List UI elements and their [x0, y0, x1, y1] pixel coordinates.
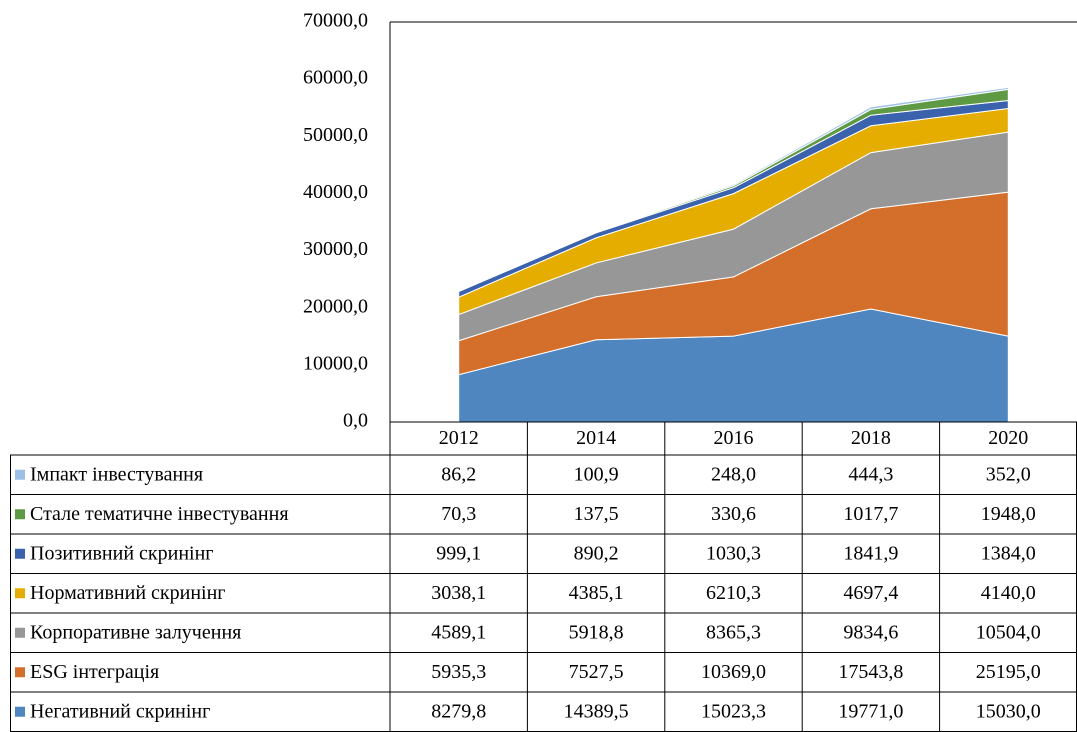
table-value: 4697,4 [843, 582, 898, 604]
table-value: 330,6 [711, 503, 756, 525]
table-value: 10369,0 [701, 661, 766, 683]
table-value: 19771,0 [838, 700, 903, 722]
y-tick-label: 20000,0 [303, 295, 368, 317]
table-value: 5935,3 [431, 661, 486, 683]
table-value: 4385,1 [569, 582, 624, 604]
legend-label: Позитивний скринінг [30, 542, 214, 564]
table-value: 4589,1 [431, 621, 486, 643]
legend-marker [15, 509, 25, 520]
table-value: 1384,0 [981, 542, 1036, 564]
table-value: 137,5 [574, 503, 619, 525]
legend-label: Нормативний скринінг [30, 582, 225, 604]
table-value: 4140,0 [981, 582, 1036, 604]
table-value: 8279,8 [431, 700, 486, 722]
table-value: 14389,5 [564, 700, 629, 722]
table-value: 10504,0 [976, 621, 1041, 643]
table-value: 70,3 [441, 503, 476, 525]
y-tick-label: 40000,0 [303, 181, 368, 203]
y-tick-label: 70000,0 [303, 10, 368, 32]
legend-marker [15, 469, 25, 480]
table-value: 86,2 [441, 463, 476, 485]
table-value: 890,2 [574, 542, 619, 564]
y-tick-label: 50000,0 [303, 124, 368, 146]
legend-marker [15, 706, 25, 717]
area [458, 86, 1009, 292]
x-tick-label: 2012 [439, 427, 479, 449]
legend-label: Корпоративне залучення [30, 621, 241, 643]
x-tick-label: 2018 [851, 427, 891, 449]
legend-label: ESG інтеграція [30, 661, 159, 683]
y-tick-label: 30000,0 [303, 238, 368, 260]
table-value: 5918,8 [569, 621, 624, 643]
table-value: 7527,5 [569, 661, 624, 683]
y-tick-label: 0,0 [343, 410, 368, 432]
table-value: 17543,8 [838, 661, 903, 683]
x-tick-label: 2016 [714, 427, 754, 449]
table-value: 248,0 [711, 463, 756, 485]
table-value: 15030,0 [976, 700, 1041, 722]
x-tick-label: 2014 [576, 427, 616, 449]
table-value: 9834,6 [843, 621, 898, 643]
table-value: 100,9 [574, 463, 619, 485]
table-value: 999,1 [436, 542, 481, 564]
table-value: 444,3 [848, 463, 893, 485]
table-value: 3038,1 [431, 582, 486, 604]
legend-label: Імпакт інвестування [30, 463, 203, 485]
legend-label: Негативний скринінг [30, 700, 210, 722]
table-value: 1030,3 [706, 542, 761, 564]
table-value: 352,0 [986, 463, 1031, 485]
table-value: 8365,3 [706, 621, 761, 643]
legend-marker [15, 588, 25, 599]
table-value: 1948,0 [981, 503, 1036, 525]
x-tick-label: 2020 [988, 427, 1028, 449]
legend-label: Стале тематичне інвестування [30, 503, 289, 525]
table-value: 15023,3 [701, 700, 766, 722]
table-value: 1017,7 [843, 503, 898, 525]
y-tick-label: 10000,0 [303, 352, 368, 374]
table-value: 6210,3 [706, 582, 761, 604]
legend-marker [15, 667, 25, 678]
legend-marker [15, 627, 25, 638]
table-value: 25195,0 [976, 661, 1041, 683]
legend-marker [15, 548, 25, 559]
table-value: 1841,9 [843, 542, 898, 564]
y-tick-label: 60000,0 [303, 67, 368, 89]
